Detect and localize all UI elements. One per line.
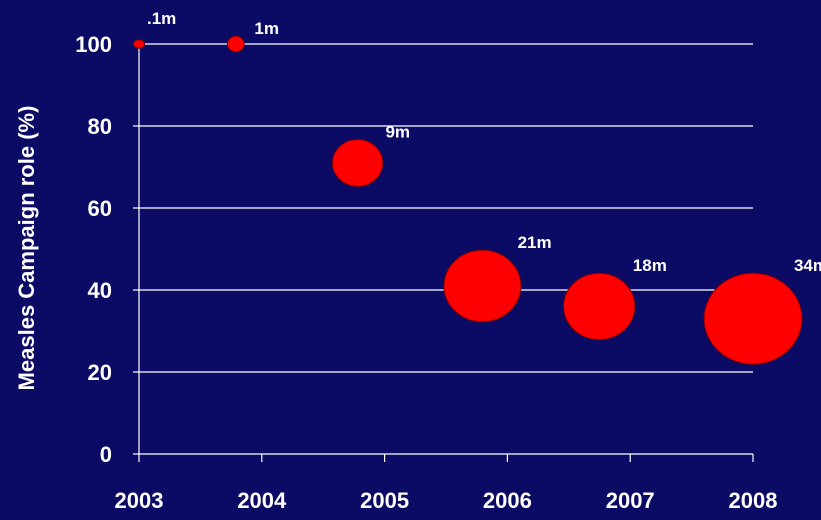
y-tick-label: 20 [88,360,112,385]
x-tick-label: 2008 [729,488,778,513]
bubble-labels: .1m 1m 9m 21m 18m 34m [147,9,821,275]
bubble-2004 [226,35,245,53]
axes: 0 20 40 60 80 100 2003 2004 2005 2006 2007 2008 [75,32,777,513]
bubble-2003 [133,39,145,49]
bubble-2008 [703,272,803,365]
x-tick-label: 2005 [360,488,409,513]
x-tick-label: 2004 [237,488,287,513]
bubble-2007 [563,272,636,341]
y-tick-label: 80 [88,114,112,139]
x-tick-label: 2007 [606,488,655,513]
bubble-size-label: 34m [794,256,821,275]
bubble-size-label: 9m [385,122,410,141]
bubble-size-label: 21m [518,233,552,252]
bubble-2005 [331,138,384,187]
x-tick-label: 2003 [115,488,164,513]
bubble-size-label: .1m [147,9,176,28]
y-axis-label: Measles Campaign role (%) [14,106,39,391]
x-tick-label: 2006 [483,488,532,513]
y-tick-label: 40 [88,278,112,303]
y-tick-label: 0 [100,442,112,467]
bubbles [133,35,803,365]
bubble-2006 [443,249,522,323]
y-tick-label: 100 [75,32,112,57]
bubble-size-label: 1m [254,19,279,38]
bubble-size-label: 18m [633,256,667,275]
y-tick-label: 60 [88,196,112,221]
grid-lines [139,43,753,373]
